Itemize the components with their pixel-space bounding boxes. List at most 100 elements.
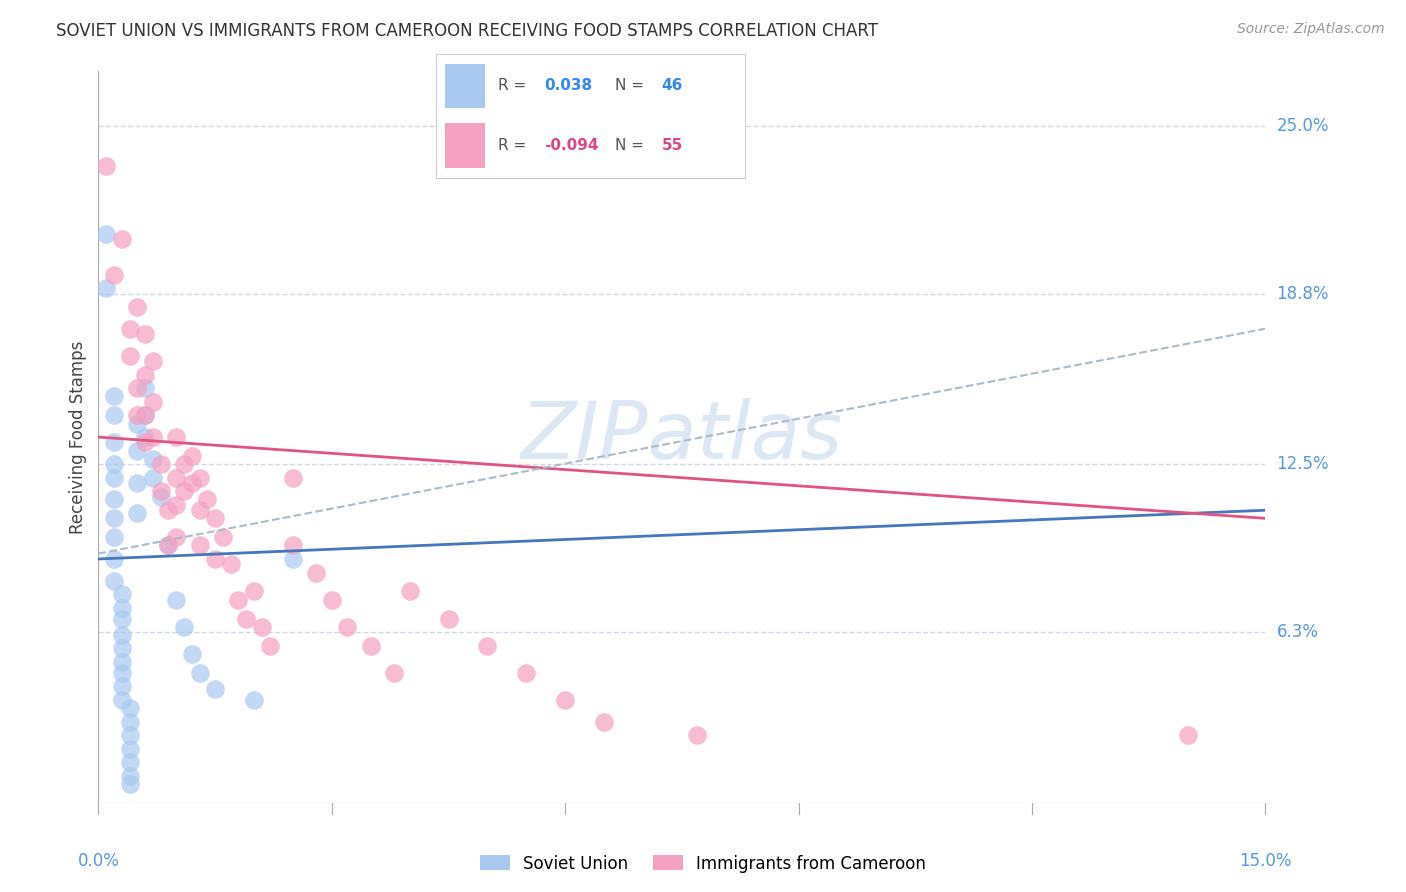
Point [96, 159, 118, 173]
Point [127, 476, 149, 491]
Point [118, 701, 141, 715]
Point [118, 741, 141, 756]
Point [204, 552, 226, 566]
Point [103, 457, 125, 471]
Point [686, 728, 709, 742]
Text: 18.8%: 18.8% [1277, 285, 1329, 302]
Text: 0.0%: 0.0% [77, 852, 120, 870]
Point [204, 681, 226, 696]
Point [188, 665, 211, 680]
Point [243, 693, 266, 707]
Point [127, 417, 149, 431]
Point [195, 492, 218, 507]
Point [173, 484, 195, 499]
Text: Source: ZipAtlas.com: Source: ZipAtlas.com [1237, 22, 1385, 37]
Point [180, 647, 202, 661]
Point [111, 655, 134, 669]
Point [593, 714, 616, 729]
Text: R =: R = [498, 78, 526, 94]
Point [188, 503, 211, 517]
Point [111, 665, 134, 680]
Point [180, 449, 202, 463]
Point [149, 490, 172, 504]
Point [243, 584, 266, 599]
Point [118, 755, 141, 769]
Point [219, 558, 242, 572]
Point [96, 227, 118, 241]
Point [127, 381, 149, 395]
Point [281, 538, 304, 552]
Point [173, 620, 195, 634]
Point [111, 693, 134, 707]
Point [111, 232, 134, 246]
Text: N =: N = [616, 138, 644, 153]
Text: SOVIET UNION VS IMMIGRANTS FROM CAMEROON RECEIVING FOOD STAMPS CORRELATION CHART: SOVIET UNION VS IMMIGRANTS FROM CAMEROON… [56, 22, 879, 40]
Point [111, 628, 134, 642]
Point [142, 354, 165, 368]
Point [134, 327, 156, 342]
Point [118, 349, 141, 363]
Point [281, 552, 304, 566]
Point [111, 587, 134, 601]
Point [188, 538, 211, 552]
Text: N =: N = [616, 78, 644, 94]
Point [437, 611, 460, 625]
Point [118, 728, 141, 742]
Point [142, 471, 165, 485]
Y-axis label: Receiving Food Stamps: Receiving Food Stamps [69, 341, 87, 533]
Point [165, 430, 187, 444]
Text: 55: 55 [662, 138, 683, 153]
Point [103, 268, 125, 282]
Point [111, 611, 134, 625]
Point [103, 389, 125, 403]
Legend: Soviet Union, Immigrants from Cameroon: Soviet Union, Immigrants from Cameroon [472, 848, 934, 880]
Point [142, 430, 165, 444]
Point [382, 665, 405, 680]
Point [212, 530, 235, 544]
Point [134, 435, 156, 450]
Point [398, 584, 420, 599]
Point [515, 665, 537, 680]
Point [142, 451, 165, 466]
Point [134, 409, 156, 423]
Point [118, 769, 141, 783]
Point [118, 322, 141, 336]
Point [118, 714, 141, 729]
Point [204, 511, 226, 525]
Point [142, 395, 165, 409]
Point [165, 592, 187, 607]
Point [554, 693, 576, 707]
Point [228, 592, 250, 607]
Point [165, 498, 187, 512]
Point [165, 530, 187, 544]
Point [103, 435, 125, 450]
Point [111, 641, 134, 656]
Point [111, 679, 134, 693]
Point [477, 639, 499, 653]
Point [103, 530, 125, 544]
Text: 0.038: 0.038 [544, 78, 592, 94]
Point [134, 409, 156, 423]
Text: -0.094: -0.094 [544, 138, 599, 153]
Text: 6.3%: 6.3% [1277, 624, 1319, 641]
Point [134, 381, 156, 395]
Point [250, 620, 273, 634]
Point [149, 484, 172, 499]
Point [235, 611, 257, 625]
Point [127, 506, 149, 520]
Point [259, 639, 281, 653]
Text: 25.0%: 25.0% [1277, 117, 1329, 135]
Point [96, 281, 118, 295]
Point [165, 471, 187, 485]
Point [360, 639, 382, 653]
Point [149, 457, 172, 471]
Point [321, 592, 343, 607]
Point [127, 409, 149, 423]
Point [127, 300, 149, 314]
Point [103, 409, 125, 423]
Point [127, 443, 149, 458]
Point [103, 492, 125, 507]
Point [188, 471, 211, 485]
Text: R =: R = [498, 138, 526, 153]
Point [111, 600, 134, 615]
